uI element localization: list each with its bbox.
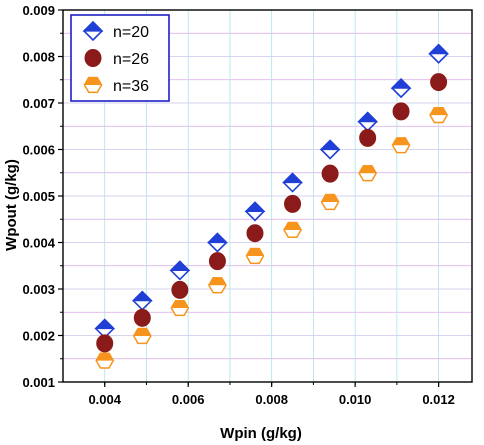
x-tick-label: 0.010 [339, 392, 372, 407]
y-tick-label: 0.005 [22, 189, 55, 204]
marker-fill [319, 139, 341, 151]
legend: n=20 n=26 n=36 [70, 14, 170, 102]
x-tick-label: 0.004 [88, 392, 121, 407]
data-point [96, 334, 114, 353]
marker-fill [284, 194, 302, 213]
data-point [430, 73, 448, 92]
y-tick-label: 0.008 [22, 50, 55, 65]
marker-fill [429, 106, 448, 116]
data-point [283, 221, 302, 239]
legend-label: n=20 [113, 24, 149, 41]
marker-fill [83, 76, 103, 85]
y-tick-label: 0.004 [22, 236, 55, 251]
data-points [94, 43, 450, 369]
marker-fill [208, 252, 226, 271]
data-point [392, 102, 410, 121]
marker-fill [95, 352, 115, 361]
data-point [358, 165, 378, 182]
data-point [170, 299, 190, 317]
marker-fill [82, 21, 104, 32]
marker-fill [96, 334, 114, 353]
marker-fill [430, 73, 448, 92]
marker-fill [244, 201, 266, 212]
marker-fill [392, 102, 410, 121]
marker-fill [133, 308, 151, 327]
data-point [133, 308, 151, 327]
data-point [244, 201, 266, 222]
y-axis-title: Wpout (g/kg) [3, 159, 20, 251]
x-tick-label: 0.012 [422, 392, 455, 407]
data-point [208, 252, 226, 271]
y-tick-label: 0.006 [22, 143, 55, 158]
marker-fill [170, 299, 190, 309]
marker-fill [132, 327, 152, 336]
data-point [169, 260, 191, 281]
marker-fill [357, 111, 379, 123]
data-point [429, 106, 448, 124]
y-tick-label: 0.007 [22, 96, 55, 111]
series-n-20 [94, 43, 450, 339]
marker-fill [358, 165, 378, 174]
marker-fill [245, 247, 265, 256]
data-point [391, 137, 411, 154]
data-point [428, 43, 450, 64]
marker-fill [283, 221, 302, 230]
marker-fill [391, 137, 411, 146]
data-point [390, 77, 412, 99]
data-point [206, 232, 228, 253]
legend-marker [82, 20, 104, 42]
marker-fill [84, 49, 102, 67]
marker-fill [206, 232, 228, 244]
x-axis-title: Wpin (g/kg) [220, 425, 302, 442]
y-tick-label: 0.001 [22, 375, 55, 390]
data-point [282, 172, 303, 193]
data-point [321, 164, 339, 183]
data-point [359, 128, 377, 147]
data-point [245, 247, 265, 265]
marker-fill [131, 290, 153, 302]
series-n-36 [95, 106, 448, 369]
data-point [171, 280, 189, 299]
legend-label: n=26 [113, 51, 149, 68]
legend-label: n=36 [113, 78, 149, 95]
data-point [131, 290, 153, 311]
y-tick-label: 0.009 [22, 3, 55, 18]
marker-fill [246, 224, 264, 243]
marker-fill [428, 43, 450, 55]
marker-fill [359, 128, 377, 147]
marker-fill [94, 318, 116, 330]
marker-fill [208, 277, 227, 286]
data-point [319, 139, 341, 160]
legend-marker [83, 76, 103, 94]
data-point [357, 111, 379, 132]
y-tick-label: 0.002 [22, 329, 55, 344]
marker-fill [282, 172, 303, 184]
legend-marker [84, 49, 102, 67]
data-point [246, 224, 264, 243]
data-point [284, 194, 302, 213]
data-point [95, 352, 115, 369]
x-tick-label: 0.006 [172, 392, 205, 407]
data-point [208, 277, 227, 294]
axes: 0.004 0.006 0.008 0.010 0.012 0.001 0.002 0.003… [22, 3, 473, 407]
data-point [132, 327, 152, 345]
data-point [320, 193, 340, 211]
marker-fill [320, 193, 340, 203]
marker-fill [169, 260, 191, 271]
series-n-26 [96, 73, 448, 353]
marker-fill [390, 78, 412, 89]
marker-fill [321, 164, 339, 183]
y-tick-label: 0.003 [22, 282, 55, 297]
marker-fill [171, 280, 189, 299]
x-tick-label: 0.008 [255, 392, 288, 407]
